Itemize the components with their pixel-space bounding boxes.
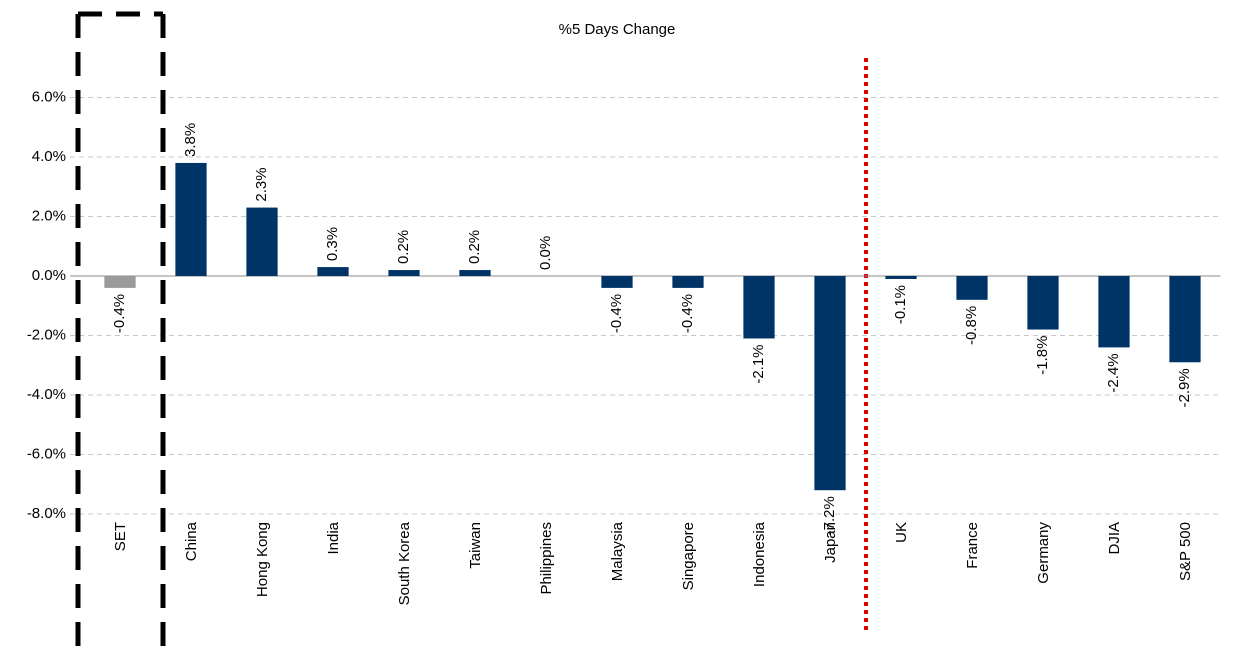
x-tick-label: UK [893, 522, 910, 543]
y-tick-label: -4.0% [27, 386, 66, 403]
x-tick-label: South Korea [396, 521, 413, 605]
value-label: 0.3% [324, 227, 341, 261]
bar [1027, 276, 1059, 330]
bar [885, 276, 917, 279]
value-label: -1.8% [1034, 336, 1051, 375]
y-tick-label: -2.0% [27, 326, 66, 343]
value-label: -2.9% [1176, 368, 1193, 407]
bar [672, 276, 704, 288]
bar [388, 270, 420, 276]
value-label: -0.4% [111, 294, 128, 333]
x-tick-label: Hong Kong [254, 522, 271, 597]
value-label: -0.8% [963, 306, 980, 345]
bar [246, 207, 278, 276]
x-tick-label: Indonesia [751, 521, 768, 587]
value-label: 0.2% [466, 230, 483, 264]
bar [317, 267, 349, 276]
value-label: -2.1% [750, 344, 767, 383]
value-label: -0.4% [608, 294, 625, 333]
value-label: 2.3% [253, 167, 270, 201]
value-label: -0.1% [892, 285, 909, 324]
bar [104, 276, 136, 288]
x-tick-label: Singapore [680, 522, 697, 590]
x-tick-label: Philippines [538, 522, 555, 595]
x-tick-label: DJIA [1106, 522, 1123, 555]
y-tick-label: -8.0% [27, 505, 66, 522]
x-tick-label: India [325, 521, 342, 554]
value-label: -7.2% [821, 496, 838, 535]
x-tick-label: China [183, 521, 200, 561]
bar [175, 162, 207, 276]
y-tick-label: -6.0% [27, 445, 66, 462]
x-tick-label: Malaysia [609, 521, 626, 581]
x-tick-label: Taiwan [467, 522, 484, 569]
value-label: 0.2% [395, 230, 412, 264]
highlight-box [75, 11, 166, 650]
value-label: -2.4% [1105, 353, 1122, 392]
x-tick-label: SET [112, 522, 129, 551]
bar [814, 276, 846, 491]
y-tick-label: 0.0% [32, 267, 66, 284]
y-tick-label: 6.0% [32, 88, 66, 105]
bar [1098, 276, 1130, 348]
value-label: -0.4% [679, 294, 696, 333]
x-tick-label: Germany [1035, 522, 1052, 584]
bar [743, 276, 775, 339]
value-label: 0.0% [537, 236, 554, 270]
x-tick-label: Japan [822, 522, 839, 563]
value-label: 3.8% [182, 123, 199, 157]
bar [459, 270, 491, 276]
bar [1169, 276, 1201, 363]
y-tick-label: 4.0% [32, 148, 66, 165]
chart-title: %5 Days Change [559, 21, 676, 38]
x-tick-label: France [964, 522, 981, 569]
y-tick-label: 2.0% [32, 207, 66, 224]
bar [956, 276, 988, 300]
bar [601, 276, 633, 288]
x-tick-label: S&P 500 [1177, 522, 1194, 581]
